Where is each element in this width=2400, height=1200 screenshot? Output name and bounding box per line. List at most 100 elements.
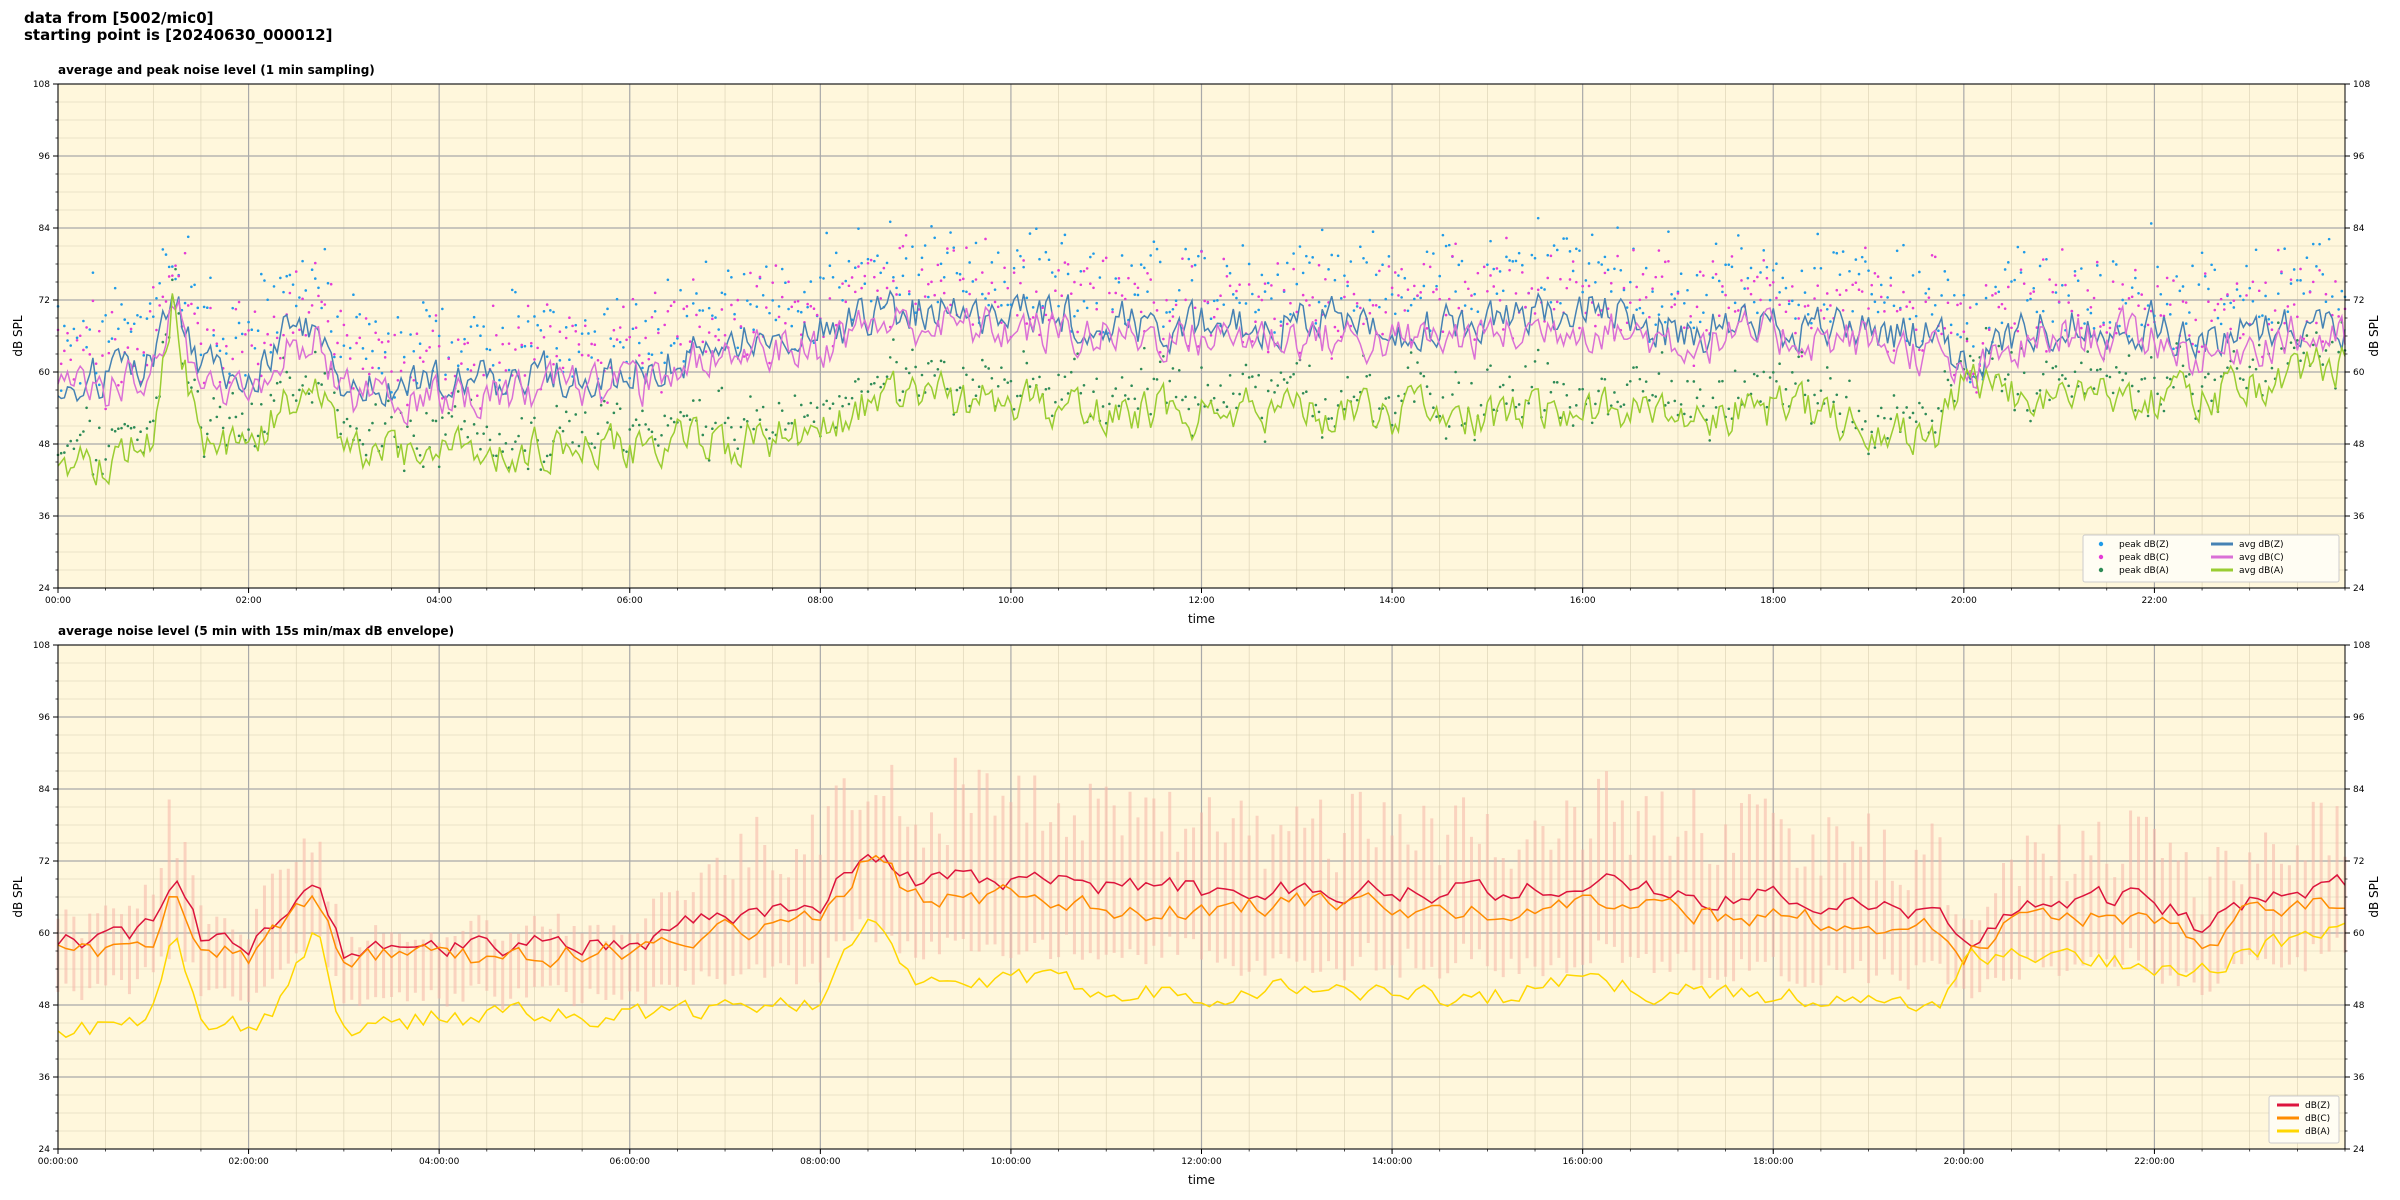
peak-point bbox=[545, 303, 549, 306]
peak-point bbox=[1676, 292, 1680, 295]
peak-point bbox=[1146, 290, 1149, 293]
chart-title: average and peak noise level (1 min samp… bbox=[58, 63, 375, 77]
peak-point bbox=[1860, 255, 1864, 259]
peak-point bbox=[1667, 260, 1670, 263]
peak-point bbox=[1174, 303, 1178, 307]
peak-point bbox=[1413, 284, 1416, 288]
peak-point bbox=[1254, 310, 1257, 314]
peak-point bbox=[1003, 378, 1006, 381]
peak-point bbox=[644, 423, 647, 426]
peak-point bbox=[75, 338, 79, 342]
peak-point bbox=[82, 430, 85, 433]
peak-point bbox=[1975, 391, 1978, 394]
peak-point bbox=[2238, 336, 2242, 340]
peak-point bbox=[663, 414, 666, 418]
peak-point bbox=[942, 360, 946, 364]
peak-point bbox=[155, 296, 158, 300]
peak-point bbox=[653, 291, 657, 295]
peak-point bbox=[1171, 367, 1175, 370]
peak-point bbox=[780, 295, 784, 299]
peak-point bbox=[1594, 324, 1597, 328]
peak-point bbox=[1514, 259, 1518, 263]
peak-point bbox=[1413, 297, 1416, 301]
peak-point bbox=[1845, 395, 1848, 399]
peak-point bbox=[285, 370, 289, 374]
peak-point bbox=[1740, 279, 1743, 282]
y-tick-label: 108 bbox=[33, 641, 50, 651]
peak-point bbox=[310, 304, 314, 307]
peak-point bbox=[860, 286, 863, 290]
peak-point bbox=[2280, 270, 2283, 273]
peak-point bbox=[2210, 399, 2213, 403]
x-tick-label: 04:00:00 bbox=[419, 1157, 460, 1167]
peak-point bbox=[1552, 307, 1556, 311]
y-tick-label: 48 bbox=[39, 1001, 51, 1011]
peak-point bbox=[526, 320, 530, 323]
peak-point bbox=[151, 315, 155, 318]
y-tick-label-right: 36 bbox=[2353, 1073, 2365, 1083]
peak-point bbox=[650, 430, 654, 434]
peak-point bbox=[1940, 294, 1943, 297]
peak-point bbox=[695, 313, 698, 317]
peak-point bbox=[298, 388, 301, 392]
peak-point bbox=[1587, 284, 1591, 288]
peak-point bbox=[568, 419, 571, 423]
peak-point bbox=[1346, 375, 1349, 379]
peak-point bbox=[1301, 391, 1305, 395]
peak-point bbox=[323, 372, 327, 375]
peak-point bbox=[256, 329, 260, 332]
peak-point bbox=[145, 427, 149, 430]
peak-point bbox=[637, 354, 641, 357]
peak-point bbox=[1867, 269, 1870, 272]
peak-point bbox=[1965, 337, 1969, 341]
peak-point bbox=[1444, 244, 1448, 248]
peak-point bbox=[1883, 416, 1886, 420]
peak-point bbox=[1225, 405, 1229, 409]
peak-point bbox=[1511, 388, 1515, 392]
peak-point bbox=[2311, 343, 2315, 347]
peak-point bbox=[1158, 350, 1162, 354]
peak-point bbox=[421, 301, 425, 304]
peak-point bbox=[1524, 305, 1527, 309]
peak-point bbox=[2010, 326, 2013, 330]
peak-point bbox=[275, 331, 279, 334]
peak-point bbox=[1568, 406, 1572, 409]
peak-point bbox=[151, 285, 155, 289]
peak-point bbox=[517, 434, 520, 438]
peak-point bbox=[1689, 321, 1692, 324]
peak-point bbox=[1883, 310, 1886, 313]
peak-point bbox=[244, 333, 247, 336]
peak-point bbox=[1879, 283, 1883, 287]
peak-point bbox=[730, 425, 733, 429]
peak-point bbox=[1683, 326, 1686, 329]
peak-point bbox=[1565, 394, 1569, 397]
peak-point bbox=[259, 272, 263, 276]
peak-point bbox=[1635, 308, 1638, 311]
peak-point bbox=[1479, 403, 1483, 407]
peak-point bbox=[571, 324, 574, 328]
peak-point bbox=[1263, 440, 1267, 443]
peak-point bbox=[263, 341, 266, 345]
peak-point bbox=[390, 370, 393, 373]
peak-point bbox=[1746, 287, 1750, 290]
peak-point bbox=[898, 246, 902, 250]
peak-point bbox=[1298, 245, 1302, 248]
peak-point bbox=[529, 344, 533, 348]
peak-point bbox=[1590, 421, 1594, 425]
peak-point bbox=[2073, 370, 2077, 374]
peak-point bbox=[580, 353, 584, 357]
peak-point bbox=[2229, 327, 2232, 331]
peak-point bbox=[965, 290, 968, 294]
peak-point bbox=[269, 393, 273, 397]
peak-point bbox=[2264, 294, 2267, 298]
peak-point bbox=[1819, 389, 1823, 392]
peak-point bbox=[2254, 367, 2258, 371]
peak-point bbox=[698, 398, 701, 402]
peak-point bbox=[1724, 263, 1727, 267]
peak-point bbox=[2219, 322, 2223, 326]
peak-point bbox=[174, 267, 177, 271]
peak-point bbox=[787, 280, 790, 284]
peak-point bbox=[145, 317, 149, 320]
peak-point bbox=[2007, 285, 2010, 289]
peak-point bbox=[2032, 286, 2036, 290]
